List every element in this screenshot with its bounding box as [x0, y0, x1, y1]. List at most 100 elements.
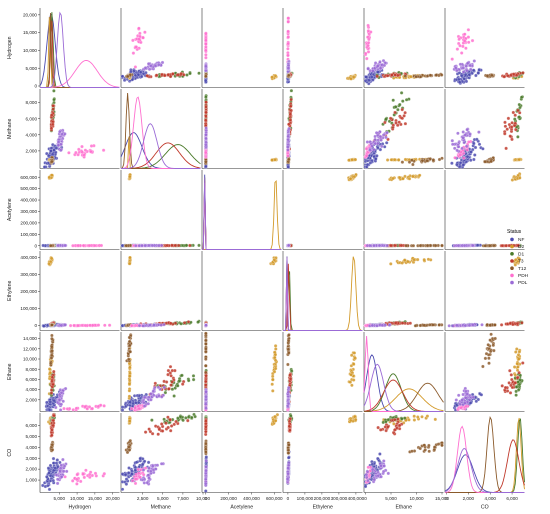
data-point-t12 — [418, 323, 423, 328]
data-point-pdl — [378, 66, 383, 70]
data-point-t3 — [50, 375, 55, 379]
data-point-d1 — [404, 98, 409, 102]
data-point-nf — [458, 160, 463, 165]
data-point-t12 — [493, 323, 497, 327]
data-point-t3 — [383, 120, 387, 125]
data-point-nf — [371, 78, 375, 82]
data-point-t3 — [503, 120, 507, 125]
data-point-t3 — [166, 72, 171, 77]
data-point-t3 — [182, 73, 186, 77]
data-point-t12 — [440, 243, 444, 248]
data-point-pdh — [74, 150, 78, 155]
data-point-d1 — [517, 115, 522, 119]
data-point-d2 — [402, 258, 407, 263]
data-point-pdl — [57, 392, 62, 397]
data-point-nf — [462, 77, 466, 81]
data-point-t12 — [50, 344, 54, 349]
data-point-pdl — [373, 137, 377, 142]
data-point-nf — [374, 157, 378, 161]
data-point-pdl — [365, 140, 370, 144]
data-point-t3 — [51, 382, 55, 387]
density-curve-pdh — [201, 182, 282, 250]
data-point-d2 — [272, 258, 277, 262]
data-point-pdh — [204, 38, 208, 42]
data-point-pdh — [365, 56, 369, 61]
data-point-pdh — [465, 148, 470, 152]
data-point-t12 — [485, 74, 490, 78]
density-curve-nf — [202, 174, 282, 250]
data-point-t12 — [403, 74, 408, 78]
density-curve-pdl — [283, 257, 363, 331]
data-point-pdl — [465, 61, 470, 65]
data-point-t3 — [403, 110, 407, 115]
data-point-t3 — [506, 116, 511, 121]
data-point-pdl — [204, 126, 208, 130]
data-point-pdh — [459, 51, 464, 55]
density-curve-t12 — [283, 257, 363, 331]
data-point-pdl — [286, 66, 291, 70]
data-point-pdl — [468, 63, 472, 68]
data-point-d1 — [197, 243, 201, 248]
data-point-nf — [475, 243, 480, 247]
data-point-pdl — [456, 131, 460, 136]
data-point-pdh — [131, 51, 136, 55]
data-point-pdh — [134, 45, 139, 49]
data-point-pdh — [464, 46, 468, 50]
data-point-pdl — [137, 323, 142, 328]
data-point-t3 — [400, 321, 405, 325]
panel-ethylene-vs-co — [444, 251, 525, 331]
data-point-pdh — [107, 323, 112, 327]
data-point-pdl — [63, 243, 67, 248]
data-point-pdh — [366, 50, 371, 54]
data-point-pdh — [143, 30, 147, 34]
data-point-pdh — [363, 51, 368, 56]
data-point-t12 — [437, 323, 441, 327]
data-point-t12 — [425, 243, 430, 248]
data-point-nf — [47, 153, 51, 158]
data-point-nf — [52, 398, 56, 403]
data-point-d2 — [396, 158, 401, 162]
data-point-t3 — [504, 146, 508, 151]
data-point-t3 — [388, 116, 393, 121]
data-point-t3 — [508, 134, 512, 138]
density-curve-t3 — [201, 180, 282, 250]
data-point-nf — [461, 163, 466, 167]
data-point-t12 — [488, 243, 492, 248]
data-point-pdl — [370, 144, 374, 148]
data-point-d2 — [49, 256, 54, 261]
data-point-t12 — [489, 159, 493, 164]
data-point-nf — [203, 78, 208, 83]
data-point-t3 — [173, 243, 177, 248]
data-point-pdh — [204, 150, 208, 155]
panel-acetylene-vs-co — [444, 170, 525, 250]
data-point-t3 — [511, 110, 516, 115]
data-point-d2 — [128, 174, 132, 179]
data-point-pdh — [364, 147, 369, 151]
data-point-nf — [286, 165, 290, 169]
data-point-pdh — [461, 44, 465, 49]
density-curve-nf — [283, 256, 363, 331]
data-point-pdh — [462, 39, 467, 43]
data-point-nf — [42, 165, 47, 169]
data-point-nf — [471, 68, 476, 72]
data-point-nf — [41, 243, 45, 248]
data-point-pdl — [368, 148, 372, 152]
data-point-pdl — [460, 146, 464, 151]
data-point-pdl — [286, 137, 290, 142]
data-point-t3 — [515, 321, 520, 326]
data-point-t3 — [51, 104, 55, 108]
data-point-t12 — [418, 243, 423, 248]
data-point-pdh — [130, 323, 134, 328]
data-point-pdh — [80, 150, 85, 155]
data-point-t3 — [154, 73, 159, 77]
data-point-pdh — [204, 55, 208, 60]
data-point-pdh — [137, 26, 141, 31]
data-point-pdh — [102, 404, 106, 408]
data-point-pdl — [373, 141, 378, 146]
data-point-pdl — [374, 131, 379, 135]
data-point-pdl — [143, 66, 148, 70]
data-point-pdl — [456, 145, 461, 149]
panel-hydrogen-vs-acetylene — [201, 8, 282, 88]
density-curve-d1 — [121, 144, 201, 169]
data-point-pdl — [470, 243, 475, 248]
